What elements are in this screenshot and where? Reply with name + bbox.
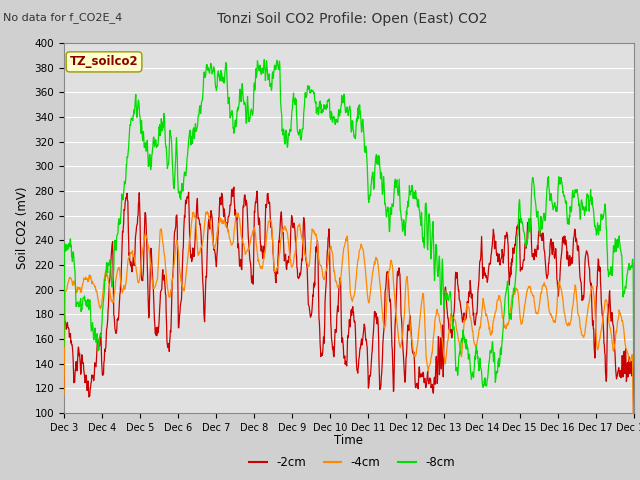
- Legend: -2cm, -4cm, -8cm: -2cm, -4cm, -8cm: [244, 452, 460, 474]
- Text: Tonzi Soil CO2 Profile: Open (East) CO2: Tonzi Soil CO2 Profile: Open (East) CO2: [217, 12, 487, 26]
- Text: TZ_soilco2: TZ_soilco2: [70, 55, 138, 68]
- Y-axis label: Soil CO2 (mV): Soil CO2 (mV): [16, 187, 29, 269]
- Text: No data for f_CO2E_4: No data for f_CO2E_4: [3, 12, 122, 23]
- X-axis label: Time: Time: [334, 434, 364, 447]
